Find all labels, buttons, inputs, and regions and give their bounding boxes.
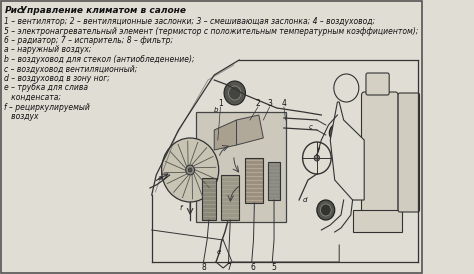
Text: 2: 2 — [255, 99, 260, 109]
Bar — [268, 162, 280, 200]
Circle shape — [334, 74, 359, 102]
Text: f – рециркулируемый: f – рециркулируемый — [4, 102, 91, 112]
Text: f: f — [179, 205, 182, 211]
Circle shape — [320, 204, 331, 216]
Text: Рис.: Рис. — [4, 6, 26, 15]
FancyBboxPatch shape — [362, 92, 398, 213]
Text: Управление климатом в салоне: Управление климатом в салоне — [19, 6, 186, 15]
Text: 6 – радиатор; 7 – испаритель; 8 – фильтр;: 6 – радиатор; 7 – испаритель; 8 – фильтр… — [4, 36, 173, 45]
Text: воздух: воздух — [4, 112, 39, 121]
Text: 4: 4 — [282, 99, 286, 109]
Text: b: b — [214, 107, 218, 113]
Circle shape — [188, 168, 192, 172]
Text: 1: 1 — [218, 99, 223, 109]
Text: c: c — [309, 124, 312, 130]
Text: d – воздуховод в зону ног;: d – воздуховод в зону ног; — [4, 74, 110, 83]
Bar — [246, 158, 264, 203]
Text: 5 – электронагревательный элемент (термистор с положительным температурным коэфф: 5 – электронагревательный элемент (терми… — [4, 27, 419, 36]
Text: c – воздуховод вентиляционный;: c – воздуховод вентиляционный; — [4, 64, 138, 73]
Circle shape — [162, 138, 219, 202]
Text: 7: 7 — [226, 264, 231, 273]
Circle shape — [329, 124, 346, 142]
FancyBboxPatch shape — [366, 73, 389, 95]
Circle shape — [228, 86, 241, 100]
Polygon shape — [214, 120, 237, 150]
Text: 6: 6 — [250, 264, 255, 273]
Bar — [221, 175, 239, 220]
Text: 3: 3 — [267, 99, 272, 109]
Circle shape — [333, 128, 342, 138]
FancyBboxPatch shape — [398, 93, 419, 212]
Text: 5: 5 — [272, 264, 276, 273]
Text: 8: 8 — [201, 264, 206, 273]
Text: конденсата;: конденсата; — [4, 93, 62, 102]
Bar — [196, 112, 286, 222]
Polygon shape — [330, 102, 364, 200]
Circle shape — [224, 81, 246, 105]
Circle shape — [317, 200, 335, 220]
Text: а – наружный воздух;: а – наружный воздух; — [4, 45, 92, 55]
Text: e: e — [217, 249, 221, 255]
Circle shape — [186, 165, 195, 175]
Bar — [353, 210, 401, 232]
Bar — [202, 178, 216, 220]
Polygon shape — [237, 115, 264, 145]
Text: d: d — [303, 197, 308, 203]
Text: 1 – вентилятор; 2 – вентиляционные заслонки; 3 – смешивающая заслонка; 4 – возду: 1 – вентилятор; 2 – вентиляционные засло… — [4, 17, 375, 26]
Text: e – трубка для слива: e – трубка для слива — [4, 84, 89, 93]
Text: a: a — [158, 175, 162, 181]
Circle shape — [314, 155, 319, 161]
Text: b – воздуховод для стекол (антиобледенение);: b – воздуховод для стекол (антиобледенен… — [4, 55, 195, 64]
